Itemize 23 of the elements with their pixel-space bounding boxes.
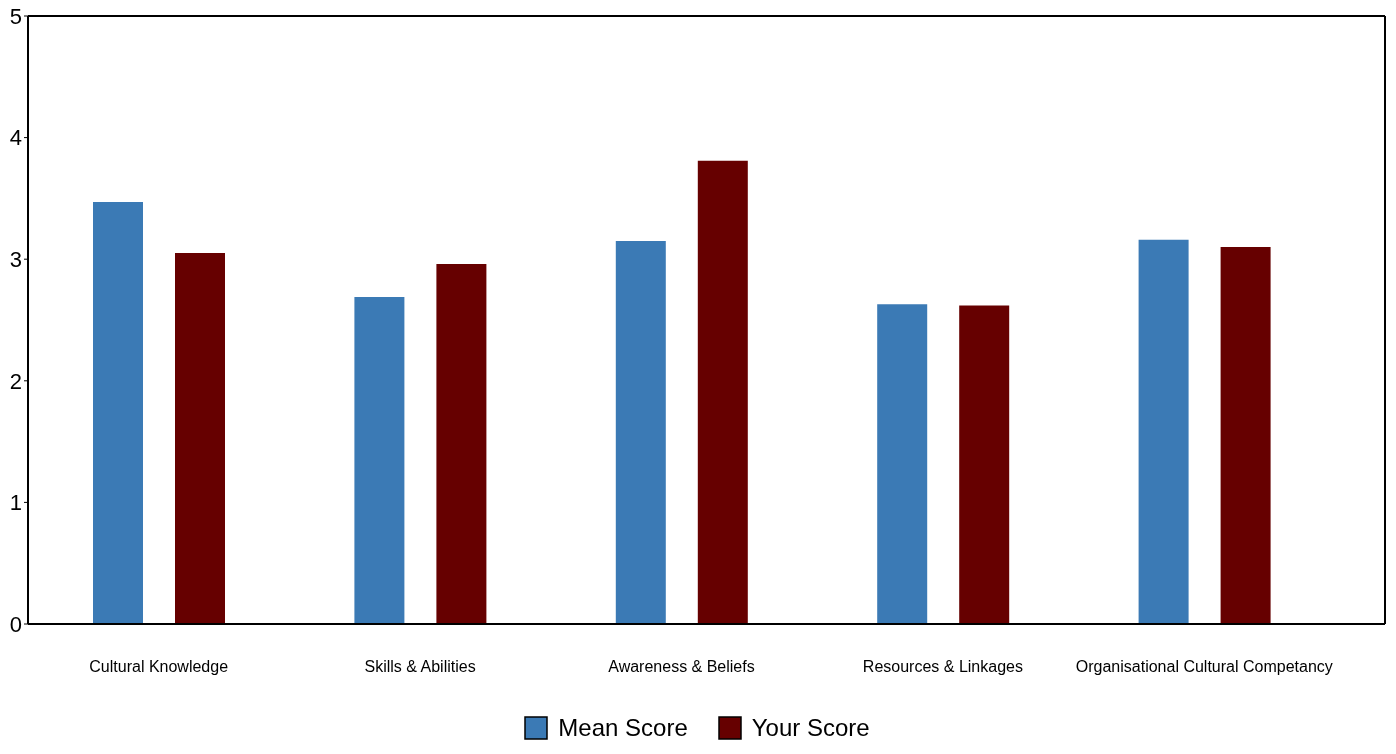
y-tick-label: 4 bbox=[9, 125, 22, 151]
bar bbox=[959, 305, 1010, 624]
bar bbox=[1220, 247, 1271, 624]
bar bbox=[615, 240, 666, 624]
bar bbox=[697, 160, 748, 624]
bar bbox=[354, 296, 405, 624]
bar bbox=[877, 304, 928, 624]
x-tick-label: Cultural Knowledge bbox=[89, 658, 229, 675]
x-tick-label: Awareness & Beliefs bbox=[608, 658, 755, 675]
y-tick-label: 3 bbox=[9, 247, 22, 273]
bar bbox=[175, 253, 225, 624]
bar bbox=[1138, 239, 1189, 624]
y-tick-label: 2 bbox=[9, 368, 22, 394]
y-tick-label: 5 bbox=[9, 3, 22, 29]
y-tick-label: 0 bbox=[9, 611, 22, 637]
legend-label: Your Score bbox=[751, 714, 870, 742]
y-tick-label: 1 bbox=[9, 490, 22, 516]
bar bbox=[436, 264, 487, 624]
x-tick-label: Organisational Cultural Competancy bbox=[1075, 658, 1333, 675]
legend-label: Mean Score bbox=[558, 714, 688, 742]
bar bbox=[93, 202, 143, 624]
x-tick-label: Skills & Abilities bbox=[364, 658, 476, 675]
x-tick-label: Resources & Linkages bbox=[862, 658, 1023, 675]
